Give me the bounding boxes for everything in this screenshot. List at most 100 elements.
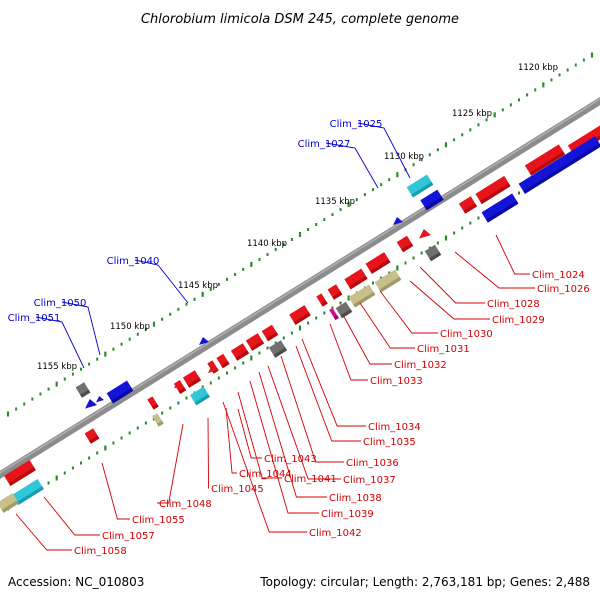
label-leader — [280, 355, 344, 463]
gene-block — [518, 136, 600, 194]
gene-label: Clim_1030 — [440, 329, 493, 340]
label-leader — [157, 423, 184, 504]
gene-block — [12, 478, 44, 506]
gene-feature — [327, 284, 343, 300]
gene-shade — [479, 183, 511, 205]
map-title: Chlorobium limicola DSM 245, complete ge… — [141, 12, 459, 27]
gene-shade — [332, 291, 343, 300]
gene-feature — [424, 244, 442, 262]
gene-label: Clim_1045 — [211, 484, 264, 495]
gene-shade — [293, 312, 311, 325]
label-leader — [495, 234, 530, 275]
gene-shade — [463, 203, 478, 214]
gene-label: Clim_1040 — [107, 256, 160, 267]
gene-label: Clim_1038 — [329, 493, 382, 504]
gene-block — [524, 144, 566, 176]
gene-block — [481, 193, 519, 223]
label-leader — [222, 401, 307, 533]
gene-shade — [221, 361, 230, 369]
label-leader — [342, 314, 392, 365]
label-leader — [15, 513, 72, 551]
gene-label: Clim_1042 — [309, 528, 362, 539]
gene-block — [106, 380, 134, 404]
gene-arrow — [85, 399, 97, 409]
gene-feature — [329, 307, 339, 321]
genome-summary: Topology: circular; Length: 2,763,181 bp… — [259, 575, 590, 589]
gene-shade — [429, 252, 442, 262]
label-leader — [359, 302, 415, 349]
gene-feature — [261, 324, 279, 342]
gene-block — [230, 343, 250, 361]
gene-shade — [333, 315, 339, 321]
gene-shade — [266, 332, 279, 342]
gene-shade — [111, 387, 134, 404]
kbp-label: 1130 kbp — [384, 152, 424, 162]
gene-shade — [529, 151, 566, 176]
gene-shade — [187, 377, 202, 388]
gene-arrow — [393, 217, 403, 225]
gene-labels: Clim_1025 Clim_1027 Clim_1040 Clim_1050 Clim… — [8, 119, 590, 557]
gene-feature — [396, 235, 414, 253]
gene-label: Clim_1044 — [239, 469, 292, 480]
label-leader — [35, 316, 85, 369]
gene-label: Clim_1043 — [264, 454, 317, 465]
gene-feature — [406, 174, 434, 198]
gene-shade — [89, 435, 100, 444]
gene-feature — [481, 193, 519, 223]
gene-shade — [424, 196, 444, 211]
gene-label: Clim_1036 — [346, 458, 399, 469]
label-leader — [267, 365, 341, 480]
gene-shade — [370, 259, 391, 274]
gene-feature — [365, 252, 391, 274]
gene-feature — [106, 380, 134, 404]
gene-arrow — [174, 382, 182, 389]
gene-block — [182, 370, 202, 388]
gene-feature — [344, 268, 368, 290]
gene-feature — [216, 353, 230, 369]
gene-shade — [348, 275, 368, 290]
gene-feature — [524, 144, 566, 176]
gene-arrow — [96, 396, 104, 403]
gene-shade — [486, 200, 519, 223]
gene-arrow — [208, 365, 218, 373]
gene-feature — [245, 333, 265, 351]
gene-features — [0, 124, 600, 513]
label-leader — [454, 251, 535, 289]
gene-label: Clim_1029 — [492, 315, 545, 326]
gene-label: Clim_1027 — [298, 139, 351, 150]
label-leader — [101, 462, 130, 520]
gene-label: Clim_1037 — [343, 475, 396, 486]
kbp-label: 1135 kbp — [315, 197, 355, 207]
gene-label: Clim_1058 — [74, 546, 127, 557]
gene-label: Clim_1032 — [394, 360, 447, 371]
gene-block — [475, 175, 511, 205]
genome-backbone — [0, 96, 600, 480]
gene-shade — [235, 350, 250, 361]
gene-shade — [353, 291, 376, 308]
kbp-label: 1145 kbp — [178, 281, 218, 291]
label-leader — [258, 371, 327, 498]
gene-shade — [8, 467, 36, 487]
gene-feature — [152, 413, 164, 427]
gene-shade — [523, 143, 600, 194]
label-leader — [207, 417, 209, 489]
gene-block — [4, 459, 36, 487]
kbp-label: 1140 kbp — [247, 239, 287, 249]
gene-shade — [1, 500, 19, 513]
gene-feature — [147, 396, 159, 410]
gene-feature — [348, 284, 376, 308]
gene-label: Clim_1031 — [417, 344, 470, 355]
gene-label: Clim_1033 — [370, 376, 423, 387]
gene-feature — [518, 136, 600, 194]
gene-shade — [273, 347, 288, 358]
gene-shade — [178, 387, 187, 394]
gene-label: Clim_1055 — [132, 515, 185, 526]
gene-shade — [401, 243, 414, 253]
label-leader — [419, 266, 485, 304]
gene-shade — [320, 300, 328, 307]
gene-label: Clim_1025 — [330, 119, 383, 130]
gene-feature — [458, 196, 478, 214]
label-leader — [409, 280, 490, 320]
gene-block — [0, 493, 19, 513]
